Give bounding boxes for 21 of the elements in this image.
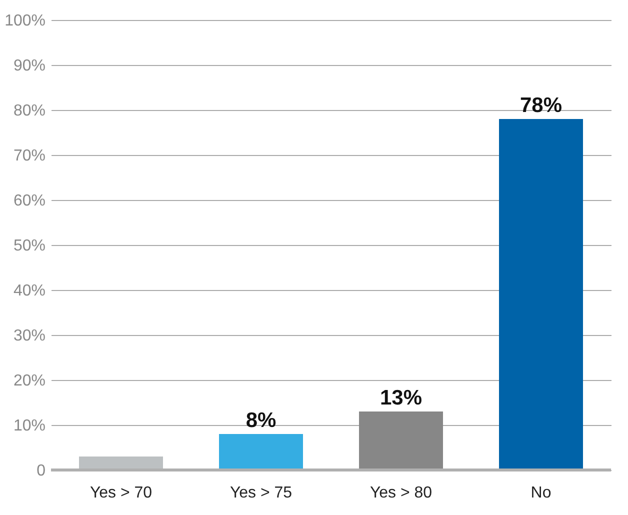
y-tick-label: 90% — [13, 58, 46, 74]
y-tick-label: 10% — [13, 418, 46, 434]
bar — [359, 412, 443, 470]
data-label: 78% — [520, 94, 562, 117]
data-label: 13% — [380, 386, 422, 410]
y-tick-label: 0 — [36, 462, 46, 480]
y-tick-label: 30% — [13, 328, 46, 344]
y-tick-label: 70% — [13, 148, 46, 164]
y-tick-label: 100% — [4, 12, 46, 30]
x-tick-label: No — [530, 484, 552, 502]
y-tick-label: 60% — [13, 192, 46, 210]
x-tick-label: Yes > 80 — [370, 484, 432, 502]
bar — [219, 434, 303, 470]
y-tick-label: 20% — [13, 372, 46, 390]
x-tick-label: Yes > 70 — [90, 484, 152, 502]
bar — [499, 119, 583, 470]
data-label: 8% — [246, 409, 276, 432]
y-tick-label: 80% — [13, 102, 46, 120]
x-tick-label: Yes > 75 — [230, 484, 292, 502]
y-tick-label: 50% — [13, 238, 46, 254]
y-tick-label: 40% — [13, 282, 46, 300]
